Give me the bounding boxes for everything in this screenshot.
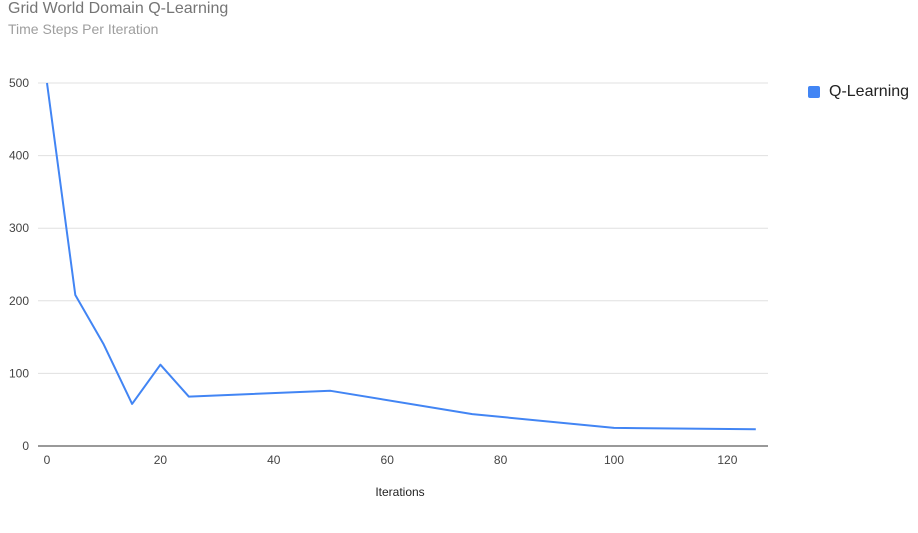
gridlines (38, 82, 768, 374)
data-point[interactable] (44, 80, 50, 86)
data-point[interactable] (469, 411, 475, 417)
data-point[interactable] (328, 388, 334, 394)
x-tick-label: 0 (44, 453, 51, 467)
x-tick-label: 40 (267, 453, 281, 467)
y-tick-label: 300 (9, 221, 29, 235)
legend-label-q-learning: Q-Learning (829, 83, 910, 100)
legend: Q-Learning (808, 83, 909, 101)
x-tick-label: 20 (154, 453, 168, 467)
data-point[interactable] (101, 341, 107, 347)
y-tick-label: 0 (22, 439, 29, 453)
data-point[interactable] (611, 425, 617, 431)
x-tick-label: 60 (381, 453, 395, 467)
legend-swatch-q-learning (808, 86, 820, 98)
x-tick-label: 80 (494, 453, 508, 467)
x-axis-label: Iterations (375, 485, 424, 499)
y-tick-label: 200 (9, 294, 29, 308)
data-point[interactable] (753, 426, 759, 432)
y-tick-label: 500 (9, 76, 29, 90)
data-point[interactable] (157, 362, 163, 368)
chart-title: Grid World Domain Q-Learning (8, 0, 229, 17)
x-tick-label: 100 (604, 453, 624, 467)
chart-subtitle: Time Steps Per Iteration (8, 21, 159, 37)
data-point[interactable] (186, 394, 192, 400)
y-tick-label: 400 (9, 149, 29, 163)
axes: 0 100 200 300 400 500 0 20 40 60 80 100 120 (9, 76, 768, 467)
data-point[interactable] (129, 401, 135, 407)
series-layer (44, 80, 759, 432)
data-point[interactable] (72, 292, 78, 298)
x-tick-label: 120 (717, 453, 737, 467)
y-tick-label: 100 (9, 366, 29, 380)
series-line-0 (46, 82, 756, 431)
